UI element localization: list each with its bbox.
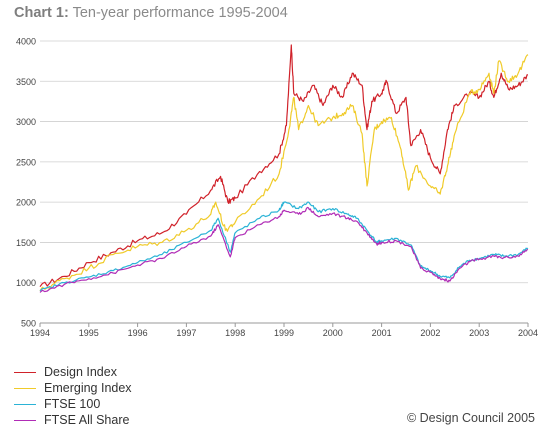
- y-tick-label: 500: [21, 319, 36, 329]
- y-tick-label: 1000: [16, 278, 36, 288]
- series-line-ftse-all-share: [39, 206, 528, 293]
- y-tick-label: 4000: [16, 37, 36, 47]
- x-tick-label: 1999: [274, 328, 294, 338]
- legend-swatch-allshare: [14, 419, 36, 421]
- copyright-notice: © Design Council 2005: [406, 411, 535, 425]
- y-tick-label: 1500: [16, 238, 36, 248]
- chart-title-text: Ten-year performance 1995-2004: [72, 5, 288, 21]
- x-tick-label: 1996: [128, 328, 148, 338]
- x-tick-label: 1997: [176, 328, 196, 338]
- y-tick-label: 3500: [16, 77, 36, 87]
- legend-label-allshare: FTSE All Share: [44, 413, 130, 427]
- axes: 500 1000 1500 2000 2500 3000 3500 4000 1994 1995 1…: [16, 37, 538, 339]
- x-tick-label: 2001: [372, 328, 392, 338]
- legend-swatch-design: [14, 371, 36, 373]
- x-tick-label: 2002: [420, 328, 440, 338]
- legend-item-emerging: Emerging Index: [14, 380, 132, 396]
- legend-swatch-ftse100: [14, 403, 36, 405]
- x-tick-label: 1994: [30, 328, 50, 338]
- chart-title-prefix: Chart 1:: [14, 5, 69, 21]
- legend-label-emerging: Emerging Index: [44, 381, 132, 395]
- x-tick-label: 2000: [323, 328, 343, 338]
- legend-swatch-emerging: [14, 387, 36, 389]
- legend-label-ftse100: FTSE 100: [44, 397, 101, 411]
- legend: Design Index Emerging Index FTSE 100 FTS…: [14, 364, 132, 428]
- line-chart: 500 1000 1500 2000 2500 3000 3500 4000 1994 1995 1…: [16, 37, 538, 339]
- series-line-emerging-index: [39, 54, 529, 292]
- legend-label-design: Design Index: [44, 365, 117, 379]
- legend-item-allshare: FTSE All Share: [14, 412, 132, 428]
- series-line-ftse-100: [39, 201, 529, 292]
- x-tick-label: 2004: [518, 328, 538, 338]
- x-tick-label: 2003: [469, 328, 489, 338]
- y-tick-label: 2500: [16, 157, 36, 167]
- legend-item-ftse100: FTSE 100: [14, 396, 132, 412]
- chart-title: Chart 1: Ten-year performance 1995-2004: [14, 5, 288, 21]
- y-tick-label: 3000: [16, 117, 36, 127]
- x-tick-label: 1998: [225, 328, 245, 338]
- grid-lines: [40, 40, 528, 324]
- x-tick-label: 1995: [79, 328, 99, 338]
- legend-item-design: Design Index: [14, 364, 132, 380]
- series-lines: [39, 44, 529, 293]
- y-tick-label: 2000: [16, 198, 36, 208]
